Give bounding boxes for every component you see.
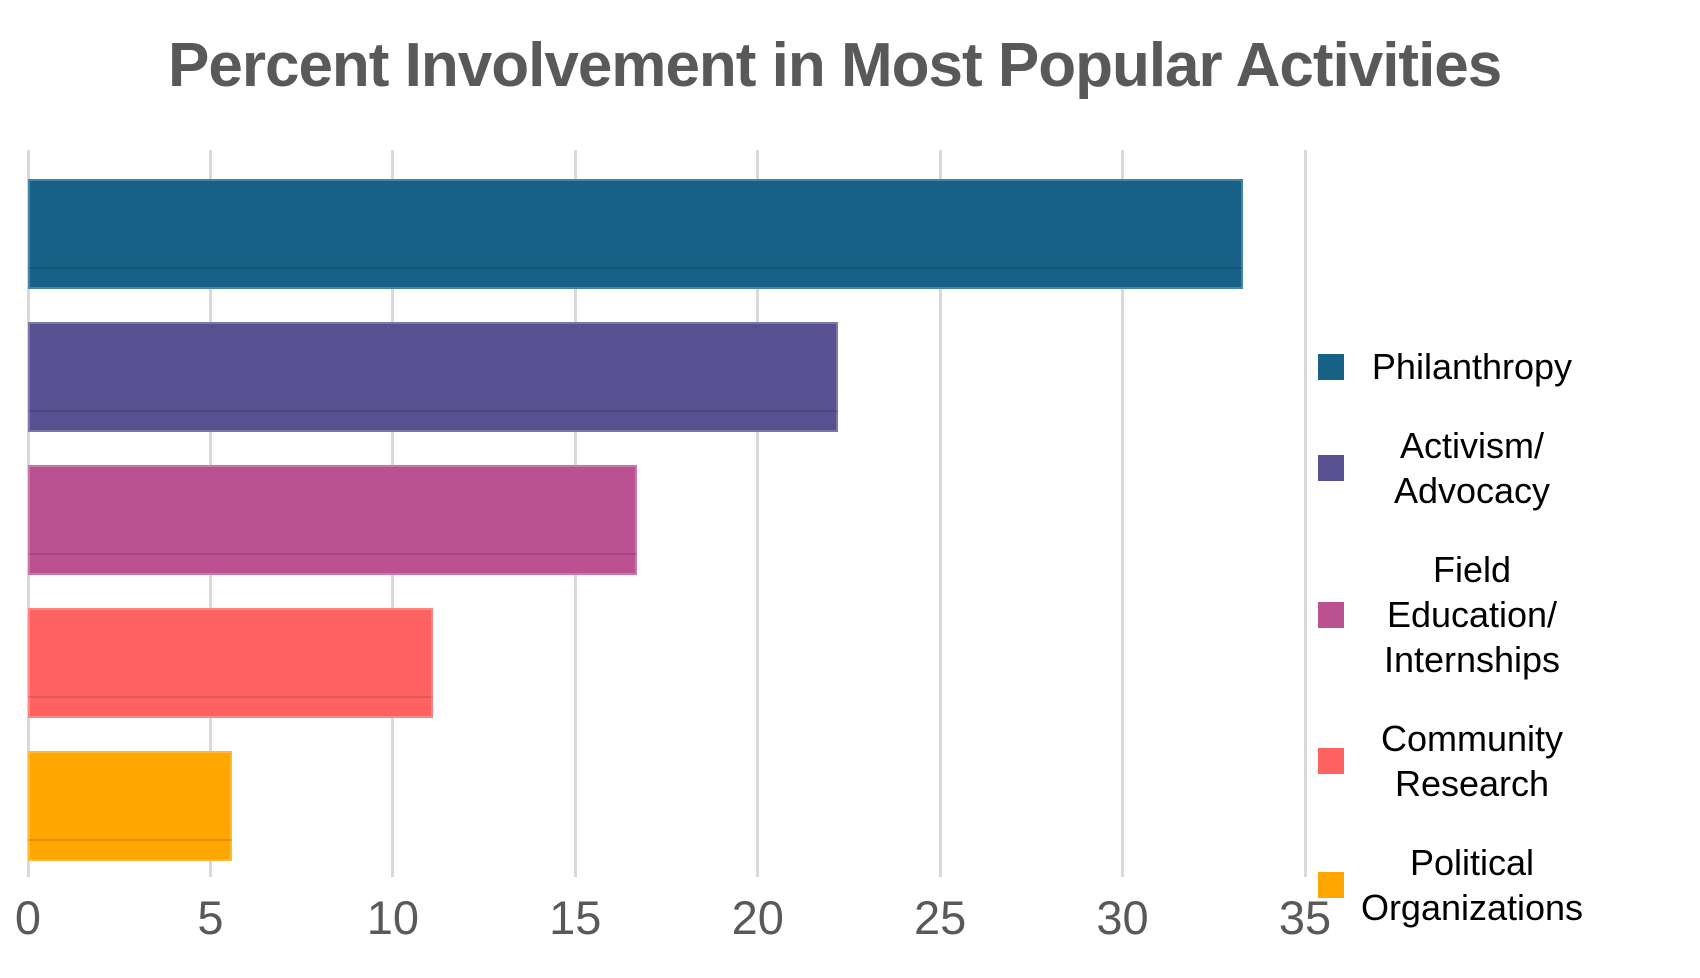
legend-label-line: Organizations bbox=[1360, 887, 1584, 928]
legend-label-line: Field Education/ bbox=[1386, 549, 1558, 635]
plot-area bbox=[26, 150, 1307, 877]
legend-swatch-icon bbox=[1318, 455, 1344, 481]
bar-political-organizations bbox=[28, 751, 233, 861]
legend-label-line: Community bbox=[1380, 718, 1564, 759]
legend-label-line: Activism/ bbox=[1400, 425, 1544, 466]
legend-label-line: Advocacy bbox=[1393, 470, 1551, 511]
legend: Philanthropy Activism/Advocacy Field Educa… bbox=[1318, 344, 1586, 930]
gridline-x-25 bbox=[938, 150, 942, 877]
legend-entry-philanthropy: Philanthropy bbox=[1318, 344, 1586, 389]
x-tick-label: 20 bbox=[731, 891, 784, 944]
legend-label: Political Organizations bbox=[1358, 840, 1586, 930]
x-tick-label: 30 bbox=[1096, 891, 1149, 944]
legend-entry-community-research: Community Research bbox=[1318, 716, 1586, 806]
x-tick-label: 25 bbox=[914, 891, 967, 944]
legend-label-line: Internships bbox=[1383, 639, 1561, 680]
legend-label-line: Philanthropy bbox=[1371, 346, 1573, 387]
legend-label-line: Research bbox=[1394, 763, 1550, 804]
x-axis: 0 5 10 15 20 25 30 35 bbox=[15, 890, 1331, 950]
chart-title: Percent Involvement in Most Popular Acti… bbox=[168, 31, 1502, 100]
legend-label: Community Research bbox=[1358, 716, 1586, 806]
legend-label: Philanthropy bbox=[1358, 344, 1586, 389]
legend-swatch-icon bbox=[1318, 601, 1344, 628]
legend-entry-political-organizations: Political Organizations bbox=[1318, 840, 1586, 930]
bar-shade-line bbox=[28, 839, 233, 841]
bar-shade-line bbox=[28, 696, 433, 698]
bar-community-research bbox=[28, 608, 433, 718]
bar-field-education-internships bbox=[28, 465, 638, 575]
bar-philanthropy bbox=[28, 179, 1243, 289]
x-tick-label: 15 bbox=[549, 891, 602, 944]
legend-entry-field-education-internships: Field Education/Internships bbox=[1318, 547, 1586, 682]
legend-label: Field Education/Internships bbox=[1358, 547, 1586, 682]
gridline-x-30 bbox=[1121, 150, 1125, 877]
x-tick-label: 10 bbox=[366, 891, 419, 944]
x-tick-label: 5 bbox=[197, 891, 224, 944]
legend-swatch-icon bbox=[1318, 748, 1344, 774]
bar-shade-line bbox=[28, 410, 838, 412]
legend-swatch-icon bbox=[1318, 872, 1344, 898]
x-tick-label: 0 bbox=[14, 891, 42, 944]
gridline-x-35 bbox=[1303, 150, 1307, 877]
legend-entry-activism-advocacy: Activism/Advocacy bbox=[1318, 423, 1586, 513]
x-tick-label: 35 bbox=[1278, 891, 1332, 944]
legend-label: Activism/Advocacy bbox=[1358, 423, 1586, 513]
legend-label-line: Political bbox=[1409, 842, 1535, 883]
bar-shade-line bbox=[28, 553, 638, 555]
bar-shade-line bbox=[28, 267, 1243, 269]
legend-swatch-icon bbox=[1318, 353, 1344, 380]
gridline-x-20 bbox=[756, 150, 760, 877]
bar-activism-advocacy bbox=[28, 322, 838, 432]
